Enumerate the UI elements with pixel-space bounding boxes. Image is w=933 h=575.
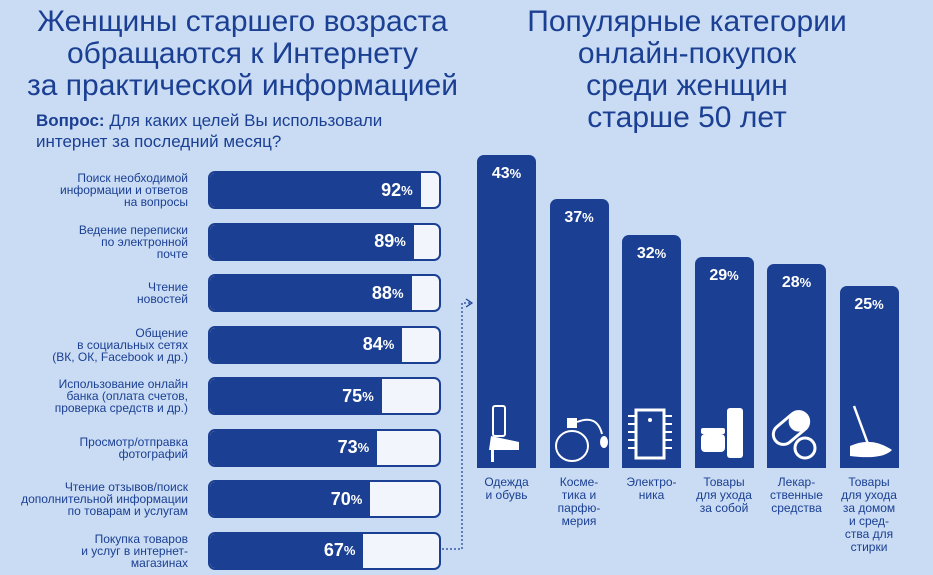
value-number: 32	[636, 245, 655, 263]
bar-track: 92%	[208, 171, 441, 209]
column-value-label: 28%	[767, 274, 826, 292]
value-unit: %	[401, 182, 413, 198]
bar-value-label: 73%	[210, 431, 370, 465]
value-unit: %	[727, 267, 739, 283]
value-unit: %	[357, 440, 370, 455]
chip-icon	[628, 408, 672, 460]
value-number: 75	[342, 385, 363, 406]
bar-track: 84%	[208, 325, 441, 364]
bar-category-label: Чтение новостей	[137, 280, 188, 306]
column	[622, 235, 681, 468]
value-number: 70	[330, 488, 351, 509]
value-unit: %	[391, 285, 404, 301]
value-number: 92	[381, 179, 402, 200]
value-number: 67	[323, 540, 344, 560]
bar-track: 67%	[208, 531, 441, 570]
value-number: 25	[854, 296, 873, 314]
column-category-label: Одежда и обувь	[484, 475, 529, 502]
bar-track: 89%	[208, 222, 441, 261]
bar-category-label: Общение в социальных сетях (ВК, ОК, Face…	[52, 325, 188, 364]
value-number: 28	[781, 274, 800, 292]
value-number: 73	[337, 437, 358, 457]
column-category-label: Электро- ника	[626, 475, 677, 502]
column	[839, 286, 899, 468]
bar	[210, 430, 378, 465]
column-value-label: 32%	[622, 245, 681, 263]
bar-track: 73%	[208, 428, 441, 467]
value-unit: %	[582, 209, 594, 225]
shoe-icon	[489, 405, 519, 462]
column	[767, 264, 826, 468]
bar	[210, 533, 364, 568]
value-unit: %	[362, 388, 374, 404]
value-number: 88	[371, 282, 392, 303]
left-title: Женщины старшего возраста обращаются к И…	[27, 5, 458, 102]
perfume-icon	[554, 418, 608, 462]
value-unit: %	[872, 297, 884, 313]
value-unit: %	[799, 275, 812, 291]
column-value-label: 25%	[840, 296, 899, 314]
question-text: Для каких целей Вы использовали интернет…	[36, 111, 383, 151]
bar	[210, 224, 414, 259]
column	[477, 155, 536, 468]
bar-value-label: 75%	[210, 379, 374, 413]
value-unit: %	[654, 246, 667, 262]
column-category-label: Товары для ухода за домом и сред- ства д…	[841, 475, 897, 554]
mop-icon	[849, 405, 892, 458]
bar	[210, 173, 421, 207]
value-number: 29	[709, 266, 728, 284]
bar-value-label: 88%	[210, 276, 404, 310]
column-value-label: 43%	[477, 165, 536, 183]
survey-question: Вопрос: Для каких целей Вы использовали …	[36, 110, 456, 152]
value-number: 89	[374, 231, 395, 251]
bar-value-label: 70%	[210, 482, 363, 516]
bar-category-label: Покупка товаров и услуг в интернет- мага…	[81, 531, 188, 570]
column-value-label: 37%	[550, 209, 609, 227]
bar-value-label: 92%	[210, 173, 413, 207]
bar-category-label: Просмотр/отправка фотографий	[79, 434, 188, 461]
right-title: Популярные категории онлайн-покупок сред…	[527, 5, 847, 134]
bar	[210, 379, 382, 413]
bar-category-label: Чтение отзывов/поиск дополнительной инфо…	[21, 480, 188, 518]
question-label: Вопрос:	[36, 111, 105, 130]
bar-category-label: Поиск необходимой информации и ответов н…	[60, 171, 188, 209]
bar-track: 75%	[208, 377, 441, 415]
column	[549, 198, 609, 468]
cream-icon	[700, 408, 743, 458]
value-unit: %	[382, 337, 395, 352]
bar-value-label: 89%	[210, 225, 406, 259]
column-category-label: Товары для ухода за собой	[696, 475, 752, 515]
bar	[210, 276, 412, 310]
bar-category-label: Использование онлайн банка (оплата счето…	[54, 377, 188, 415]
bar	[210, 482, 371, 516]
value-unit: %	[343, 543, 356, 558]
column-category-label: Косме- тика и парфю- мерия	[557, 475, 601, 528]
value-unit: %	[509, 166, 522, 181]
column-category-label: Лекар- ственные средства	[770, 475, 823, 515]
bar	[210, 327, 403, 362]
bar-track: 88%	[208, 274, 441, 312]
value-number: 43	[491, 165, 510, 182]
value-number: 37	[564, 208, 583, 226]
bar-value-label: 67%	[210, 534, 356, 568]
bar-track: 70%	[208, 480, 441, 518]
pill-icon	[771, 410, 817, 460]
value-unit: %	[394, 234, 406, 249]
column-value-label: 29%	[695, 267, 754, 285]
value-number: 84	[362, 334, 383, 354]
value-unit: %	[350, 491, 363, 507]
bar-category-label: Ведение переписки по электронной почте	[78, 222, 188, 261]
bar-value-label: 84%	[210, 328, 395, 362]
